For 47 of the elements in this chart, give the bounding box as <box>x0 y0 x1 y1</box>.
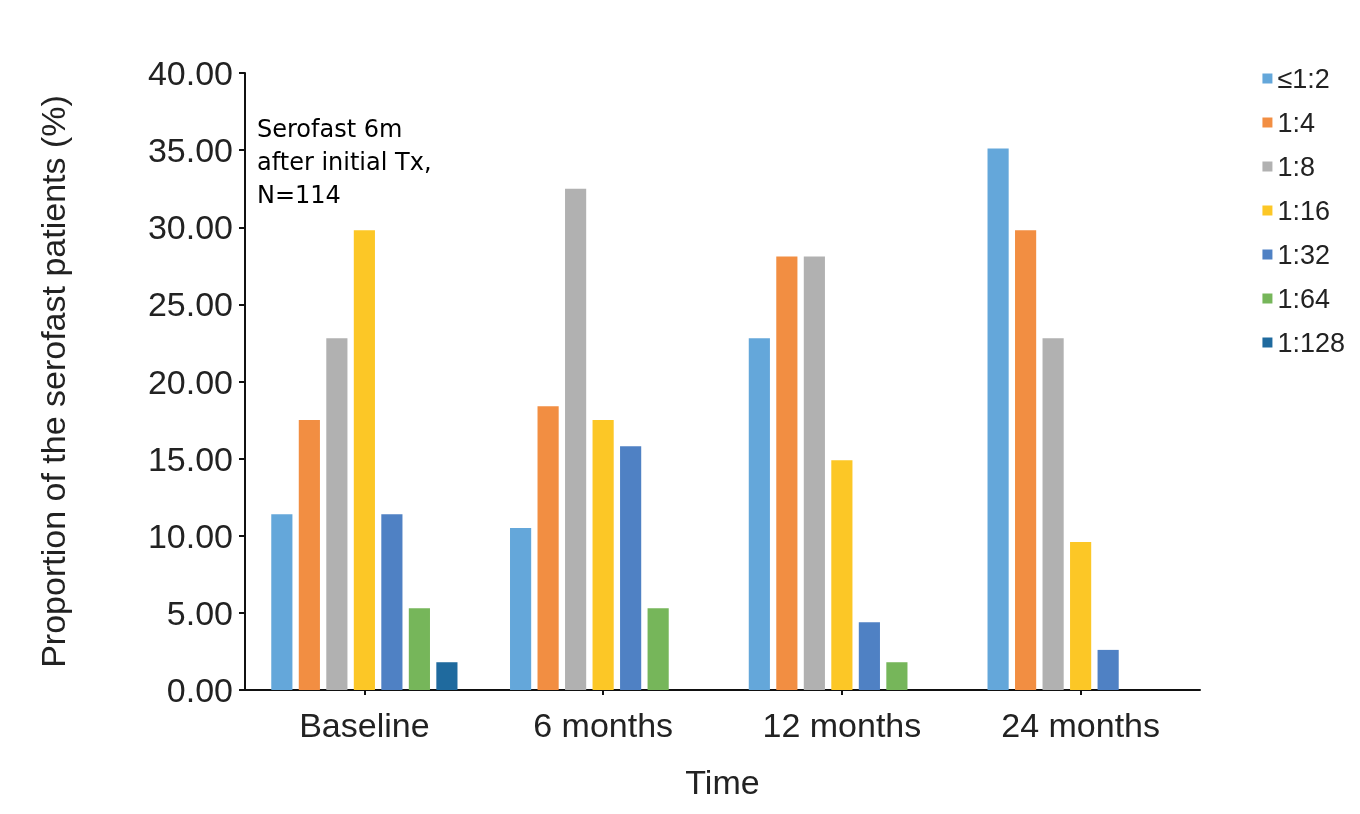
bar <box>326 338 348 690</box>
legend-label: ≤1:2 <box>1277 63 1330 94</box>
x-tick-label: Baseline <box>299 706 430 744</box>
bar <box>381 514 403 690</box>
legend-label: 1:8 <box>1277 151 1315 182</box>
bar <box>408 608 430 690</box>
y-tick-label: 10.00 <box>147 516 233 555</box>
bar <box>298 420 320 690</box>
legend-label: 1:64 <box>1277 283 1330 314</box>
bar <box>1015 230 1037 690</box>
y-tick-label: 0.00 <box>166 671 233 709</box>
bar <box>436 662 458 690</box>
y-tick-label: 5.00 <box>166 593 233 632</box>
x-tick-label: 6 months <box>533 706 674 744</box>
legend-label: 1:32 <box>1277 239 1330 270</box>
bar <box>510 528 532 690</box>
x-tick-label: 12 months <box>762 706 922 744</box>
bar <box>1070 541 1092 690</box>
annotation: Serofast 6m after initial Tx, N=114 <box>257 114 432 209</box>
bar <box>831 460 853 690</box>
legend-label: 1:4 <box>1277 107 1315 138</box>
legend-label: 1:128 <box>1277 327 1346 358</box>
bar <box>858 622 880 690</box>
legend-label: 1:16 <box>1277 195 1330 226</box>
y-tick-label: 35.00 <box>147 131 233 170</box>
y-tick-label: 40.00 <box>147 54 233 92</box>
bar <box>537 406 559 690</box>
x-axis-title: Time <box>685 763 760 801</box>
bar <box>271 514 293 690</box>
bar <box>565 188 587 690</box>
y-tick-label: 25.00 <box>147 285 233 324</box>
bar <box>647 608 669 690</box>
bar <box>620 446 642 690</box>
y-tick-label: 20.00 <box>147 362 233 401</box>
bar <box>776 256 798 690</box>
bar <box>592 420 614 690</box>
bar <box>1042 338 1064 690</box>
bar <box>748 338 770 690</box>
y-tick-label: 30.00 <box>147 208 233 247</box>
y-axis-title: Proportion of the serofast patients (%) <box>34 95 72 668</box>
bar <box>803 256 825 690</box>
y-tick-label: 15.00 <box>147 439 233 478</box>
bar <box>886 662 908 690</box>
bar <box>987 148 1009 690</box>
bar <box>1097 649 1119 690</box>
x-tick-label: 24 months <box>1001 706 1161 744</box>
bar <box>353 230 375 690</box>
